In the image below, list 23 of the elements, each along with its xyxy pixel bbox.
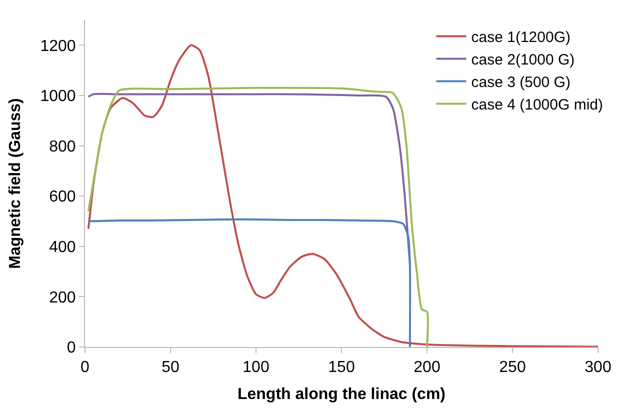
legend-label: case 3 (500 G) [471, 74, 570, 92]
legend-label: case 1(1200G) [471, 29, 570, 46]
line-series [87, 86, 429, 347]
x-tick-label: 50 [162, 359, 180, 376]
x-tick-label: 200 [414, 359, 440, 376]
x-tick-label: 150 [328, 359, 355, 376]
x-axis-title: Length along the linac (cm) [237, 386, 446, 403]
y-axis-title: Magnetic field (Gauss) [7, 98, 24, 269]
x-tick-label: 250 [499, 359, 526, 376]
y-tick-label: 0 [66, 340, 76, 357]
line-series [87, 218, 412, 347]
y-tick-label: 200 [49, 289, 76, 306]
x-tick-label: 100 [242, 359, 270, 376]
y-tick-label: 400 [49, 238, 76, 256]
legend-label: case 2(1000 G) [471, 52, 575, 69]
x-tick-label: 0 [80, 359, 90, 376]
x-tick-label: 300 [584, 359, 612, 376]
y-tick-label: 1200 [40, 38, 76, 55]
legend-label: case 4 (1000G mid) [471, 96, 603, 114]
y-tick-label: 1000 [40, 88, 76, 106]
y-tick-label: 600 [49, 188, 76, 206]
y-tick-label: 800 [49, 138, 76, 156]
line-series [87, 92, 411, 265]
